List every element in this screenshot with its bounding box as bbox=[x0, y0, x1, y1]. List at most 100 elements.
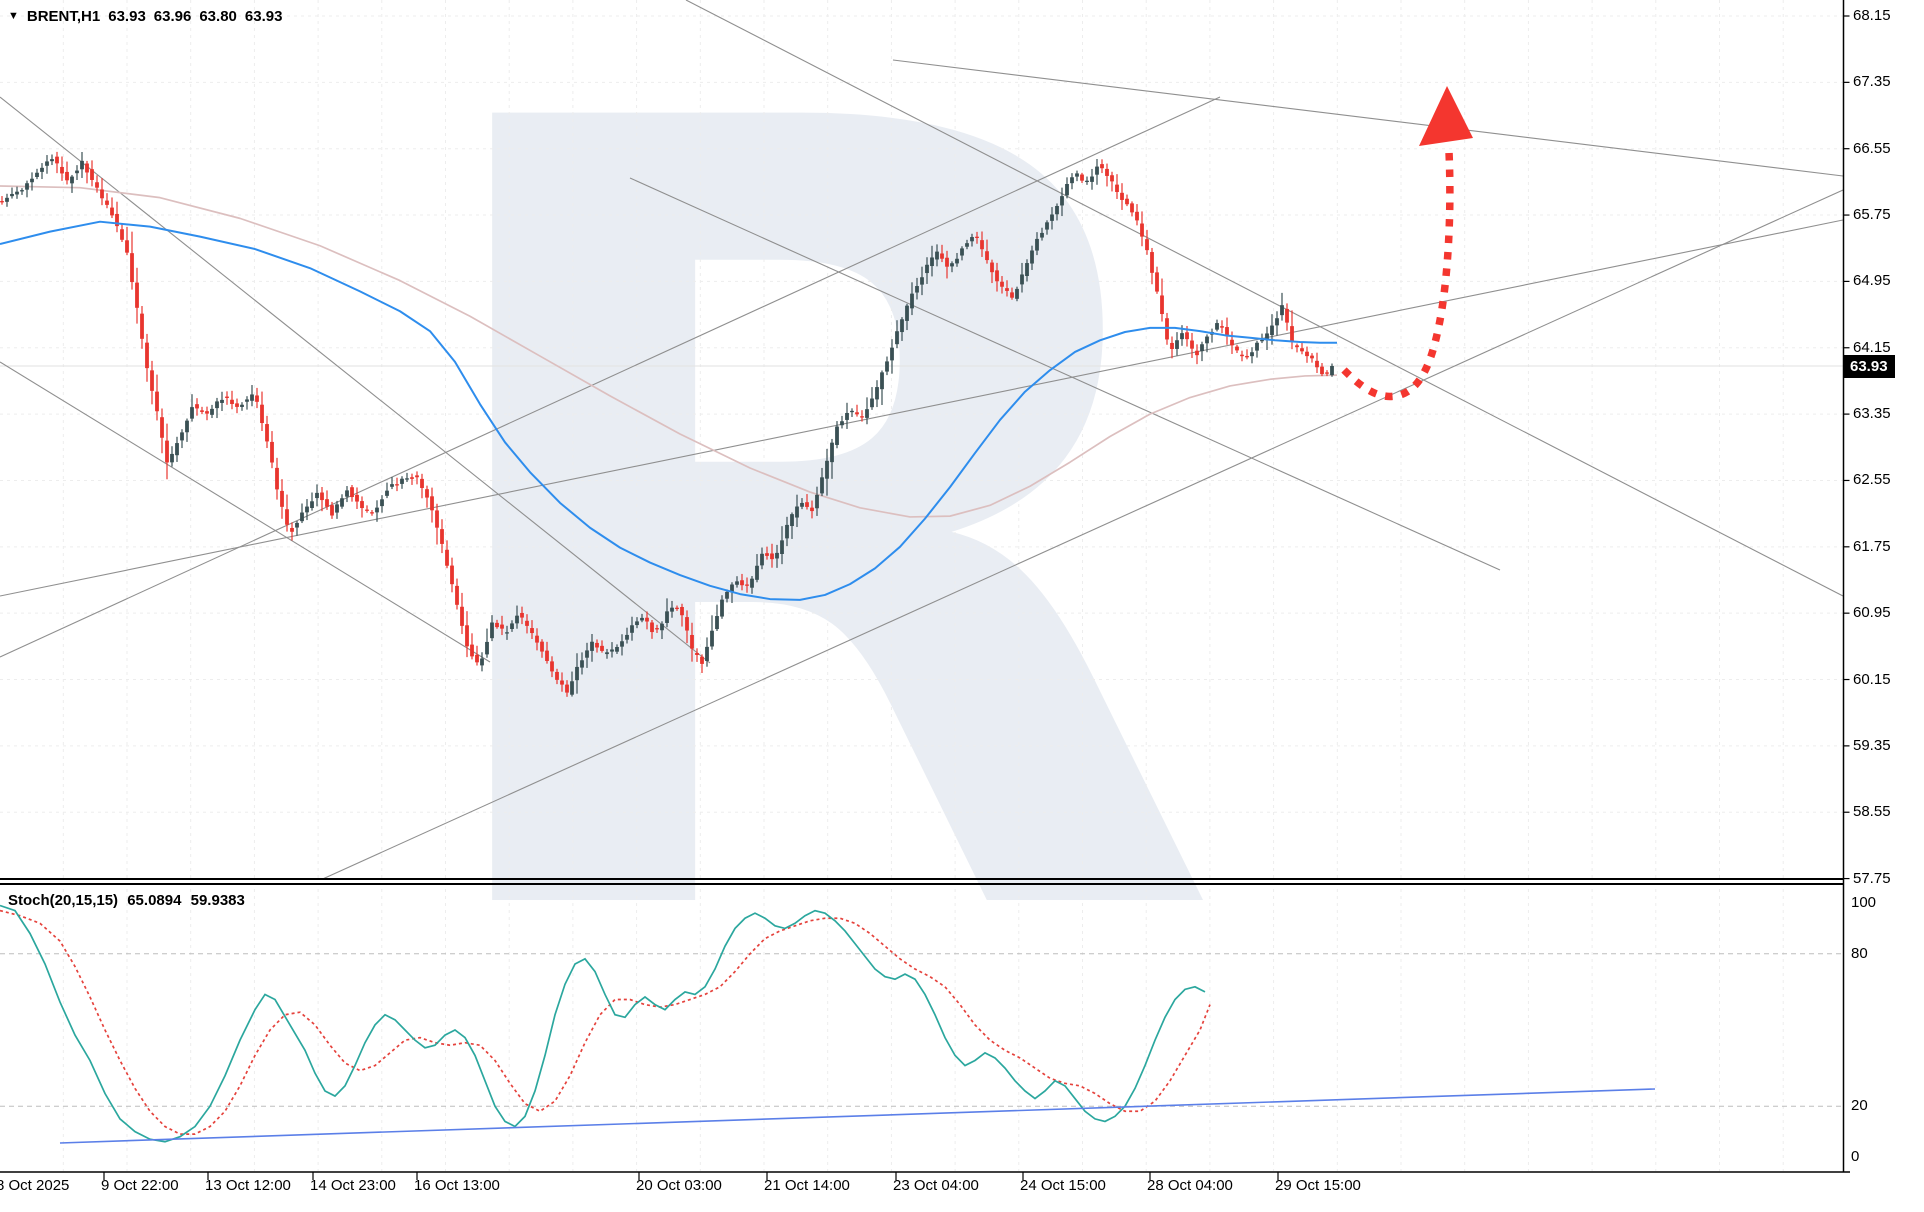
candle-body bbox=[970, 237, 974, 242]
candle-body bbox=[1220, 326, 1224, 328]
candle-body bbox=[925, 264, 929, 274]
candle-body bbox=[735, 581, 739, 585]
candle-body bbox=[770, 553, 774, 560]
candle-body bbox=[990, 262, 994, 273]
time-tick-label: 13 Oct 12:00 bbox=[205, 1177, 291, 1194]
candle-body bbox=[665, 611, 669, 623]
candle-body bbox=[0, 201, 4, 203]
trend-line[interactable] bbox=[0, 96, 1221, 658]
candle-body bbox=[105, 200, 109, 205]
trend-lines[interactable] bbox=[0, 0, 1843, 887]
panel-resize-handle[interactable] bbox=[0, 878, 1843, 880]
candle-body bbox=[1215, 323, 1219, 330]
candle-body bbox=[350, 487, 354, 498]
candle-body bbox=[1265, 333, 1269, 341]
candle-body bbox=[165, 440, 169, 463]
candle-body bbox=[435, 510, 439, 528]
candle-body bbox=[1075, 173, 1079, 177]
candle-body bbox=[590, 641, 594, 651]
candle-body bbox=[1005, 288, 1009, 291]
candle-body bbox=[955, 258, 959, 264]
candle-body bbox=[65, 171, 69, 181]
candle-body bbox=[1255, 342, 1259, 351]
candle-body bbox=[685, 617, 689, 631]
candle-body bbox=[980, 240, 984, 250]
candle-body bbox=[1065, 183, 1069, 196]
forecast-arrow[interactable] bbox=[1341, 86, 1473, 401]
candle-body bbox=[375, 507, 379, 513]
candle-body bbox=[460, 606, 464, 626]
price-tick-label: 66.55 bbox=[1853, 139, 1891, 157]
candle-body bbox=[30, 178, 34, 183]
candle-body bbox=[100, 189, 104, 199]
candle-body bbox=[160, 417, 164, 438]
candle-body bbox=[1040, 232, 1044, 238]
candle-body bbox=[355, 494, 359, 502]
candle-body bbox=[785, 524, 789, 539]
candle-body bbox=[845, 412, 849, 420]
candle-body bbox=[35, 172, 39, 177]
candle-body bbox=[510, 623, 514, 629]
candle-body bbox=[255, 395, 259, 402]
candle-body bbox=[295, 522, 299, 528]
trend-line[interactable] bbox=[892, 59, 1843, 177]
candle-body bbox=[710, 630, 714, 647]
candle-body bbox=[1070, 177, 1074, 184]
candle-body bbox=[780, 540, 784, 555]
candle-body bbox=[650, 622, 654, 633]
candle-body bbox=[775, 552, 779, 559]
candle-body bbox=[205, 411, 209, 414]
candle-body bbox=[900, 319, 904, 333]
chevron-down-icon[interactable]: ▼ bbox=[8, 10, 19, 22]
trend-line[interactable] bbox=[0, 219, 1843, 597]
trend-line[interactable] bbox=[305, 189, 1843, 887]
candle-body bbox=[90, 169, 94, 180]
trend-line[interactable] bbox=[0, 96, 711, 664]
candle-body bbox=[480, 658, 484, 666]
candle-body bbox=[1305, 351, 1309, 357]
candle-body bbox=[140, 313, 144, 339]
candle-body bbox=[800, 502, 804, 507]
candle-body bbox=[915, 286, 919, 293]
candle-body bbox=[1010, 292, 1014, 298]
stoch-trend-line[interactable] bbox=[59, 1088, 1656, 1144]
candle-body bbox=[185, 420, 189, 433]
candle-body bbox=[135, 282, 139, 308]
candle-body bbox=[315, 492, 319, 499]
candle-body bbox=[180, 432, 184, 441]
candle-body bbox=[1000, 281, 1004, 287]
candle-body bbox=[795, 506, 799, 518]
trend-line[interactable] bbox=[0, 361, 491, 663]
candle-body bbox=[290, 527, 294, 532]
candle-body bbox=[1315, 360, 1319, 368]
candle-body bbox=[1235, 346, 1239, 351]
candle-body bbox=[175, 443, 179, 456]
trend-line[interactable] bbox=[685, 0, 1843, 597]
candle-body bbox=[1250, 352, 1254, 357]
candle-body bbox=[645, 617, 649, 622]
candle-body bbox=[860, 416, 864, 418]
candle-body bbox=[790, 514, 794, 527]
candle-body bbox=[130, 253, 134, 283]
candle-body bbox=[890, 347, 894, 361]
candle-body bbox=[960, 248, 964, 256]
price-tick-label: 60.95 bbox=[1853, 604, 1891, 622]
price-tick-label: 65.75 bbox=[1853, 206, 1891, 224]
candle-body bbox=[320, 492, 324, 501]
candle-body bbox=[730, 584, 734, 593]
price-tick-label: 58.55 bbox=[1853, 803, 1891, 821]
candle-body bbox=[930, 257, 934, 267]
candle-body bbox=[1025, 263, 1029, 277]
candle-body bbox=[455, 585, 459, 605]
trend-line[interactable] bbox=[629, 177, 1501, 571]
candle-body bbox=[620, 641, 624, 647]
candle-body bbox=[1030, 250, 1034, 264]
stoch-tick-label: 100 bbox=[1851, 894, 1877, 911]
candle-body bbox=[865, 409, 869, 418]
candle-body bbox=[540, 641, 544, 652]
ma-slow-line bbox=[0, 185, 1338, 518]
panel-resize-handle[interactable] bbox=[0, 883, 1843, 885]
candle-body bbox=[635, 621, 639, 626]
candle-body bbox=[855, 412, 859, 415]
